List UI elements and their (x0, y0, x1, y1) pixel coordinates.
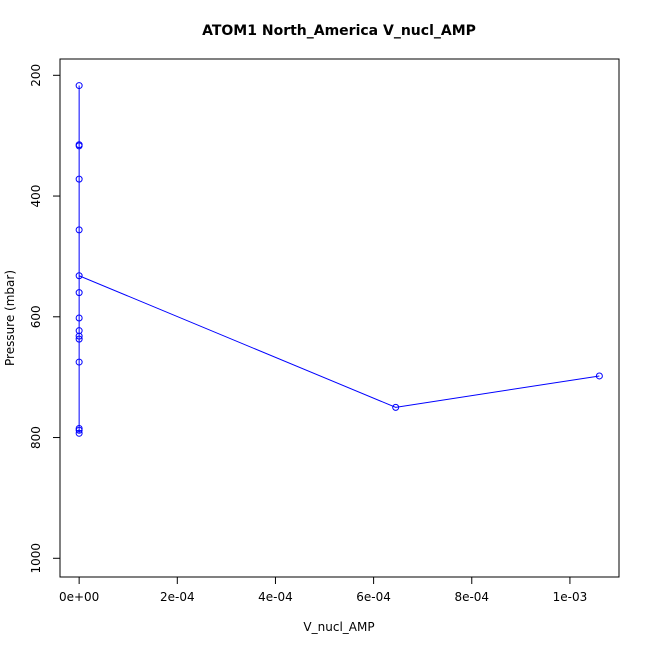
x-tick-label: 6e-04 (356, 590, 391, 604)
data-point (75, 142, 83, 150)
x-tick-label: 4e-04 (258, 590, 293, 604)
y-tick-label: 800 (29, 426, 43, 449)
x-axis-label: V_nucl_AMP (303, 620, 374, 634)
data-point (75, 424, 83, 432)
y-tick-label: 600 (29, 305, 43, 328)
data-point (75, 175, 83, 183)
y-tick-label: 1000 (29, 543, 43, 574)
x-tick-label: 0e+00 (59, 590, 99, 604)
data-point (75, 82, 83, 90)
data-point (75, 272, 83, 280)
x-tick-label: 8e-04 (454, 590, 489, 604)
plot-box (59, 58, 620, 578)
y-tick-label: 200 (29, 64, 43, 87)
y-axis-label: Pressure (mbar) (3, 270, 17, 366)
data-point (75, 327, 83, 335)
data-point (75, 314, 83, 322)
data-point (75, 426, 83, 434)
data-point (392, 403, 400, 411)
data-point (75, 358, 83, 366)
x-tick-label: 1e-03 (553, 590, 588, 604)
data-point (75, 289, 83, 297)
data-point (75, 226, 83, 234)
data-point (75, 332, 83, 340)
chart-title: ATOM1 North_America V_nucl_AMP (202, 23, 476, 39)
data-point (75, 335, 83, 343)
data-point (595, 372, 603, 380)
data-point (75, 429, 83, 437)
x-tick-label: 2e-04 (160, 590, 195, 604)
y-tick-label: 400 (29, 185, 43, 208)
